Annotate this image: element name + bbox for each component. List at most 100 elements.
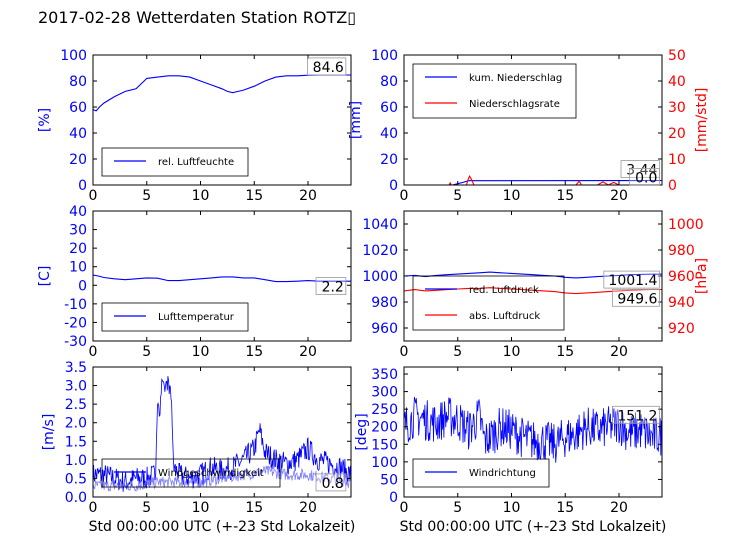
value-annotation-box (603, 270, 660, 289)
plot-area (93, 74, 351, 112)
plot-area (404, 396, 662, 463)
x-tick-label: 5 (453, 500, 462, 516)
legend-frame (412, 458, 550, 488)
value-annotation: 949.6 (617, 291, 657, 307)
legend-label: rel. Luftfeuchte (158, 157, 234, 168)
y-tick-label: 20 (69, 152, 87, 168)
y-tick-label: 80 (380, 74, 398, 90)
chart-panel-1: 0 5 10 15 20 0 20 40 60 80 100 [%] rel. Luftfeuchte 8… (37, 48, 352, 204)
y-axis-label: [mm] (348, 101, 364, 139)
y-tick-label: 20 (69, 241, 87, 257)
y-tick-label: 100 (371, 48, 398, 64)
plot-frame (403, 54, 663, 186)
y-tick-label: 150 (371, 437, 398, 453)
legend: Windgeschwindigkeit (101, 458, 281, 488)
legend: Windrichtung (412, 458, 550, 488)
y-tick-label: 100 (371, 455, 398, 471)
value-annotation-box (307, 57, 347, 76)
value-annotation: 2.2 (322, 280, 344, 296)
series-line-1 (404, 396, 662, 463)
y-tick-label: 960 (371, 321, 398, 337)
x-tick-label: 0 (89, 344, 98, 360)
chart-panel-3: 0 5 10 15 20 -30 -20 -10 0 10 20 30 40 [C] Lufttempera… (37, 204, 352, 360)
x-axis-label: Std 00:00:00 UTC (+-23 Std Lokalzeit) (400, 519, 667, 535)
y-axis-label: [m/s] (41, 414, 57, 451)
chart-panel-5: 0 5 10 15 20 0.0 0.5 1.0 1.5 2.0 2.5 3.0 3.5 [m/s] Std… (41, 360, 355, 535)
legend: Lufttemperatur (101, 302, 249, 332)
y-tick-label: 40 (380, 126, 398, 142)
y-axis-label: [deg] (354, 413, 370, 450)
y-tick-label: -30 (64, 334, 87, 350)
x-axis-label: Std 00:00:00 UTC (+-23 Std Lokalzeit) (89, 519, 356, 535)
y-tick-label: 0 (389, 178, 398, 194)
x-tick-label: 20 (299, 500, 317, 516)
value-annotation: 84.6 (313, 60, 344, 76)
value-annotation: 1001.4 (608, 273, 657, 289)
series-line-2 (404, 175, 662, 185)
y-right-tick-label: 10 (668, 152, 686, 168)
x-tick-label: 5 (453, 188, 462, 204)
y-tick-label: -20 (64, 315, 87, 331)
plot-area (404, 175, 662, 185)
plot-frame (92, 210, 352, 342)
legend: kum. Niederschlag Niederschlagsrate (412, 63, 577, 119)
y-tick-label: 250 (371, 402, 398, 418)
value-annotation: 151.2 (617, 408, 657, 424)
y-axis-label: [C] (37, 266, 53, 287)
x-tick-label: 10 (503, 188, 521, 204)
x-tick-label: 20 (610, 500, 628, 516)
series-line-1 (93, 74, 351, 112)
legend-frame (101, 458, 281, 488)
x-tick-label: 10 (192, 500, 210, 516)
x-tick-label: 20 (610, 188, 628, 204)
legend-frame (412, 275, 565, 331)
y-tick-label: 60 (380, 100, 398, 116)
y-tick-label: 100 (60, 48, 87, 64)
y-right-tick-label: 50 (668, 48, 686, 64)
x-tick-label: 10 (503, 500, 521, 516)
y-tick-label: 0 (78, 278, 87, 294)
value-annotation: 0.8 (322, 476, 344, 492)
y-tick-label: 50 (380, 472, 398, 488)
x-tick-label: 20 (299, 188, 317, 204)
y-tick-label: 1.0 (65, 453, 87, 469)
x-tick-label: 5 (453, 344, 462, 360)
y-tick-label: 80 (69, 74, 87, 90)
x-tick-label: 0 (89, 500, 98, 516)
y-right-tick-label: 960 (668, 269, 695, 285)
y-tick-label: -10 (64, 297, 87, 313)
legend-frame (412, 63, 577, 119)
x-tick-label: 20 (299, 344, 317, 360)
series-line-1 (93, 274, 351, 283)
x-tick-label: 10 (192, 344, 210, 360)
legend-label: abs. Luftdruck (469, 311, 540, 322)
value-annotation-box (612, 288, 660, 307)
x-tick-label: 0 (400, 188, 409, 204)
y-tick-label: 40 (69, 204, 87, 220)
figure-title: 2017-02-28 Wetterdaten Station ROTZ▯ (38, 8, 357, 27)
y-tick-label: 40 (69, 126, 87, 142)
series-line-1 (93, 376, 351, 492)
y-tick-label: 1040 (362, 217, 398, 233)
y-tick-label: 2.0 (65, 416, 87, 432)
x-tick-label: 0 (400, 344, 409, 360)
y-tick-label: 0.5 (65, 471, 87, 487)
x-tick-label: 15 (245, 344, 263, 360)
chart-panel-2: 0 5 10 15 20 0 20 40 60 80 100 0 10 20 30 40 50 [mm] [mm/s… (348, 48, 710, 204)
plot-frame (403, 366, 663, 498)
plot-frame (92, 366, 352, 498)
x-tick-label: 15 (245, 188, 263, 204)
y-tick-label: 60 (69, 100, 87, 116)
y-tick-label: 0 (78, 178, 87, 194)
x-tick-label: 5 (142, 344, 151, 360)
plot-area (93, 376, 351, 493)
y-right-tick-label: 0 (668, 178, 677, 194)
legend-label: Lufttemperatur (158, 312, 235, 323)
y-right-axis-label: [mm/std] (694, 88, 710, 153)
value-annotation-box (612, 405, 660, 424)
value-annotation-box (315, 473, 347, 492)
legend: red. Luftdruck abs. Luftdruck (412, 275, 565, 331)
legend: rel. Luftfeuchte (101, 147, 249, 177)
